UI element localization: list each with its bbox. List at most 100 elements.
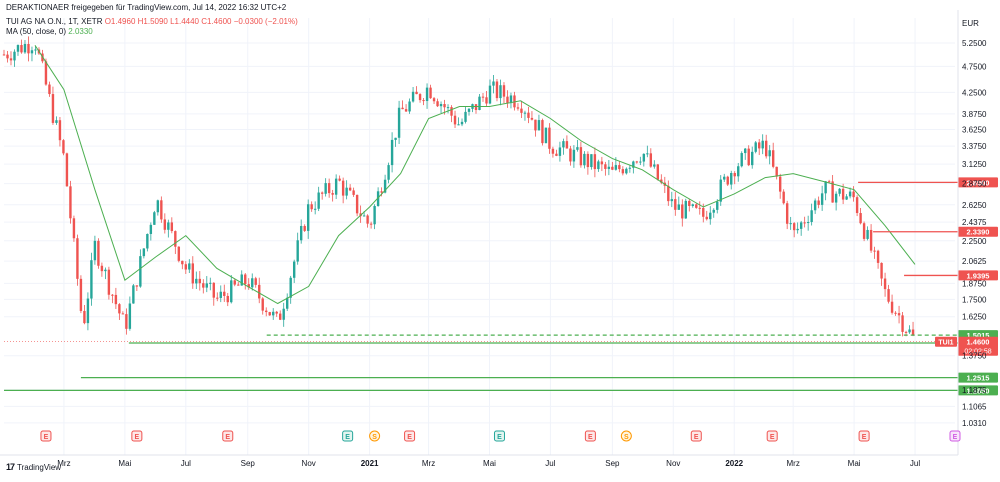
candle-body [639,161,642,163]
candle-body [279,313,282,320]
level-price-tag [958,385,998,396]
candle-body [362,215,366,217]
candle-body [62,140,65,154]
level-lines: 2.89002.33901.93951.50151.45201.41201.25… [4,177,998,396]
candle-body [866,229,869,239]
candle-body [841,188,845,200]
candle-body [852,191,855,198]
price-tick-label: 2.8750 [962,180,987,189]
candle-body [97,240,100,266]
candle-body [583,153,586,166]
candle-body [813,200,817,211]
candle-body [824,181,827,194]
candle-body [681,204,684,219]
candle-body [240,274,243,286]
candle-body [565,141,569,149]
event-marker-label: E [225,434,230,441]
level-price-tag [958,177,998,188]
candle-body [401,107,404,110]
candle-body [799,222,803,229]
candle-body [642,153,646,162]
earnings-event-marker [858,430,870,442]
earnings-event-marker [766,430,778,442]
price-tick-label: 3.3750 [962,142,987,151]
candle-body [142,248,146,257]
candle-body [265,310,268,313]
event-marker-label: E [345,434,350,441]
candle-body [684,200,687,219]
candle-body [170,222,174,232]
candle-body [9,58,13,61]
candle-body [492,81,495,86]
candle-body [901,315,904,332]
candle-body [660,179,663,183]
event-marker-label: E [770,434,775,441]
time-tick-label: Sep [605,459,620,468]
candle-body [34,49,37,51]
time-tick-label: 2021 [361,459,379,468]
ma-label[interactable]: MA (50, close, 0) [6,27,67,36]
candle-body [723,176,726,180]
candle-body [541,120,544,144]
candle-body [156,200,160,213]
candle-body [562,141,565,148]
candle-body [771,150,775,167]
candle-body [296,240,299,262]
candle-body [324,183,327,194]
candle-body [429,87,432,99]
event-marker-label: E [694,434,699,441]
candle-body [418,94,422,101]
candle-body [572,149,576,162]
candles [2,36,915,337]
candle-body [184,264,188,270]
candle-body [656,164,660,180]
candle-body [453,115,457,125]
candle-body [785,203,789,224]
candle-body [132,285,135,304]
event-marker-label: E [44,434,49,441]
candle-body [495,81,499,99]
symbol-label[interactable]: TUI AG NA O.N., 1T, XETR [6,17,103,26]
candle-body [397,107,401,138]
legend-ohlc-row: TUI AG NA O.N., 1T, XETR O1.4960 H1.5090… [6,17,298,27]
candle-body [597,161,600,170]
candle-body [754,142,757,152]
candle-body [13,51,16,61]
candle-body [188,263,191,270]
level-price-tag [958,372,998,383]
candle-body [698,207,701,209]
candle-body [558,147,562,156]
candle-body [118,304,121,314]
candle-body [855,197,859,214]
candle-body [348,187,352,191]
candle-body [334,178,338,195]
candle-body [569,148,572,162]
ma-value: 2.0330 [68,27,93,36]
candle-body [341,180,345,196]
candle-body [579,147,583,166]
price-tick-label: 1.1875 [962,386,987,395]
candle-body [768,150,771,157]
candle-body [607,166,611,169]
brand[interactable]: 17 TradingView [6,462,61,472]
ohlc-values: O1.4960 H1.5090 L1.4440 C1.4600 −0.0300 … [104,17,298,26]
candle-body [646,153,649,155]
candle-body [873,250,876,252]
candle-body [537,120,541,131]
price-tick-label: 2.2500 [962,237,987,246]
candle-body [292,261,296,278]
candle-body [202,283,205,288]
time-tick-label: Mai [483,459,496,468]
candle-body [153,212,156,225]
candle-body [831,181,834,203]
candle-body [114,294,118,305]
candle-body [527,112,530,118]
event-marker-label: E [407,434,412,441]
candle-body [513,95,516,108]
candle-body [894,312,897,314]
candle-body [313,208,317,210]
candle-body [530,117,534,120]
candle-body [6,54,9,59]
